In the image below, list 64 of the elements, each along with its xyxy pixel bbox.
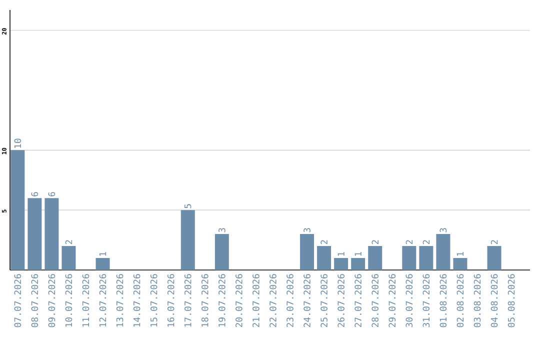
data-label: 10 [14,138,22,148]
x-tick-label: 01.08.2026 [440,274,447,328]
bar [180,210,195,270]
bar [214,234,229,270]
data-label: 6 [48,192,56,196]
data-label: 1 [99,252,106,256]
bar [487,246,502,270]
bar [402,246,416,270]
bar [300,234,314,270]
bar [368,246,382,270]
x-tick-label: 23.07.2026 [286,274,294,328]
x-tick-label: 26.07.2026 [338,274,344,328]
x-tick-label: 17.07.2026 [184,274,192,327]
bar [317,246,332,270]
data-label: 2 [65,240,72,244]
data-label: 2 [490,240,498,244]
x-tick-label: 25.07.2026 [320,274,328,328]
x-tick-label: 11.07.2026 [82,274,90,327]
bar [436,234,450,270]
x-tick-label: 16.07.2026 [167,274,174,327]
bar [351,258,366,270]
bar [96,258,110,270]
data-label: 6 [31,192,38,196]
x-tick-label: 29.07.2026 [388,274,396,328]
x-tick-label: 03.08.2026 [474,274,481,328]
x-tick-label: 09.07.2026 [48,274,56,328]
x-tick-label: 15.07.2026 [150,274,158,327]
x-tick-label: 20.07.2026 [236,274,242,328]
data-label: 2 [372,240,378,244]
x-tick-label: 19.07.2026 [218,274,226,327]
x-tick-label: 12.07.2026 [99,274,106,327]
bar [334,258,348,270]
x-tick-label: 08.07.2026 [31,274,38,328]
bar [453,258,468,270]
x-tick-label: 07.07.2026 [14,274,22,328]
data-label: 2 [422,240,430,244]
data-label: 5 [184,204,192,208]
bar [419,246,434,270]
x-tick-label: 10.07.2026 [65,274,72,327]
x-tick-label: 30.07.2026 [406,274,413,328]
data-label: 2 [320,240,328,244]
bar [28,198,42,270]
data-label: 1 [338,252,344,256]
x-tick-label: 04.08.2026 [490,274,498,328]
bar [44,198,59,270]
x-tick-label: 22.07.2026 [270,274,276,328]
x-tick-label: 27.07.2026 [354,274,362,328]
data-label: 3 [304,228,310,232]
x-tick-label: 28.07.2026 [372,274,379,328]
data-label: 3 [218,228,226,232]
x-tick-label: 05.08.2026 [508,274,515,328]
bar [10,150,25,270]
x-tick-label: 02.08.2026 [456,274,464,328]
x-tick-label: 24.07.2026 [304,274,310,328]
x-tick-label: 14.07.2026 [133,274,140,327]
x-tick-label: 18.07.2026 [201,274,208,327]
x-tick-label: 13.07.2026 [116,274,124,327]
x-tick-label: 21.07.2026 [252,274,260,328]
data-label: 1 [354,252,362,256]
data-label: 3 [440,228,447,232]
bar [62,246,76,270]
x-tick-label: 31.07.2026 [422,274,430,328]
data-label: 1 [456,252,464,256]
data-label: 2 [406,240,412,244]
